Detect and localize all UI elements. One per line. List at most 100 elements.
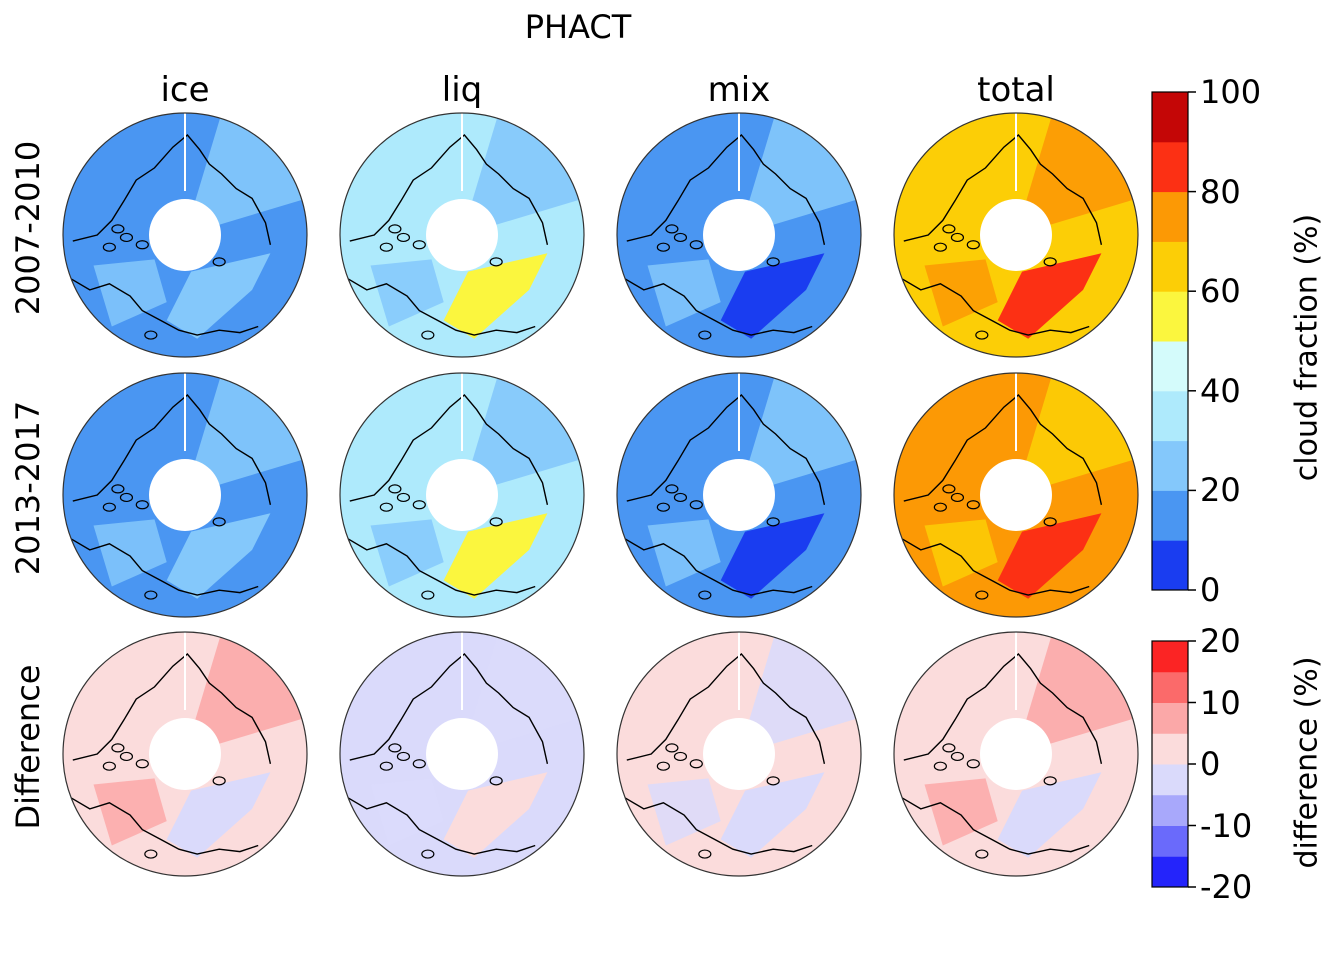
map-boundary [339,112,585,358]
figure-canvas [62,91,1196,888]
column-label-mix: mix [707,70,771,110]
island-outline [135,500,149,510]
map-field-patch [93,778,167,846]
island-outline [656,502,670,512]
column-label-total: total [977,70,1055,110]
island-outline [950,232,965,243]
map-boundary [616,112,862,358]
colorbar-frame [1151,91,1189,591]
difference-colorbar [1151,640,1196,888]
colorbar-segment [1152,191,1188,242]
map-boundary [62,372,308,618]
difference-axis-label: difference (%) [1289,656,1325,869]
map-field-patch [647,519,721,587]
coastline [899,537,1090,596]
colorbar-tick-label: -10 [1200,806,1253,845]
island-outline [212,517,226,527]
map-field-patch [997,513,1102,599]
island-outline [111,484,125,494]
map-boundary [893,112,1139,358]
map-boundary [339,372,585,618]
colorbar-segment [1152,291,1188,342]
map-field-patch [720,772,825,858]
island-outline [135,759,149,769]
colorbar-segment [1152,671,1188,703]
colorbar-segment [1152,490,1188,541]
island-outline [975,330,989,340]
island-outline [673,232,688,243]
pole-hole [149,459,221,531]
island-outline [975,590,989,600]
pole-hole [426,459,498,531]
colorbar-segment [1152,390,1188,442]
pole-hole [426,718,498,790]
island-outline [766,776,780,786]
colorbar-tick-label: 60 [1200,272,1241,311]
column-label-liq: liq [441,70,483,110]
island-outline [102,502,116,512]
colorbar-segment [1152,341,1188,392]
island-outline [1043,517,1057,527]
island-outline [388,743,402,753]
coastline [68,537,259,596]
map-boundary [893,631,1139,877]
island-outline [933,761,947,771]
colorbar-segment [1152,241,1188,292]
island-outline [144,849,158,859]
island-outline [933,502,947,512]
island-outline [102,761,116,771]
coastline [349,134,549,245]
island-outline [412,759,426,769]
island-outline [950,751,965,762]
island-outline [421,590,435,600]
pole-hole [426,199,498,271]
coastline [345,796,536,855]
pole-hole [149,718,221,790]
island-outline [950,492,965,503]
figure-title: PHACT [524,8,632,46]
island-outline [144,330,158,340]
coastline [622,796,813,855]
island-outline [665,224,679,234]
colorbar-segment [1152,540,1188,591]
island-outline [698,849,712,859]
coastline [72,653,272,764]
colorbar-segment [1152,825,1188,857]
island-outline [412,240,426,250]
pole-hole [703,199,775,271]
island-outline [489,776,503,786]
map-boundary [62,112,308,358]
colorbar-tick-label: 10 [1200,683,1241,722]
map-panel-Difference-liq [339,631,585,877]
colorbar-tick-label: 0 [1200,571,1221,609]
coastline [72,394,272,505]
map-field-patch [443,513,548,599]
island-outline [119,492,134,503]
island-outline [933,242,947,252]
cloud-fraction-colorbar [1151,91,1196,591]
island-outline [396,751,411,762]
colorbar-segment [1152,702,1188,734]
map-field-patch [166,513,271,599]
map-field-patch [720,513,825,599]
island-outline [379,502,393,512]
map-field-patch [166,253,271,339]
island-outline [665,484,679,494]
island-outline [489,517,503,527]
island-outline [102,242,116,252]
colorbar-tick-label: -20 [1200,868,1253,906]
island-outline [656,242,670,252]
map-boundary [893,372,1139,618]
map-panel-2007-2010-ice [62,112,308,358]
island-outline [698,330,712,340]
island-outline [212,776,226,786]
coastline [349,653,549,764]
island-outline [942,484,956,494]
island-outline [966,759,980,769]
colorbar-segment [1152,92,1188,143]
map-boundary [62,631,308,877]
coastline [622,537,813,596]
island-outline [396,232,411,243]
column-label-ice: ice [160,70,210,110]
map-panel-2013-2017-liq [339,372,585,618]
